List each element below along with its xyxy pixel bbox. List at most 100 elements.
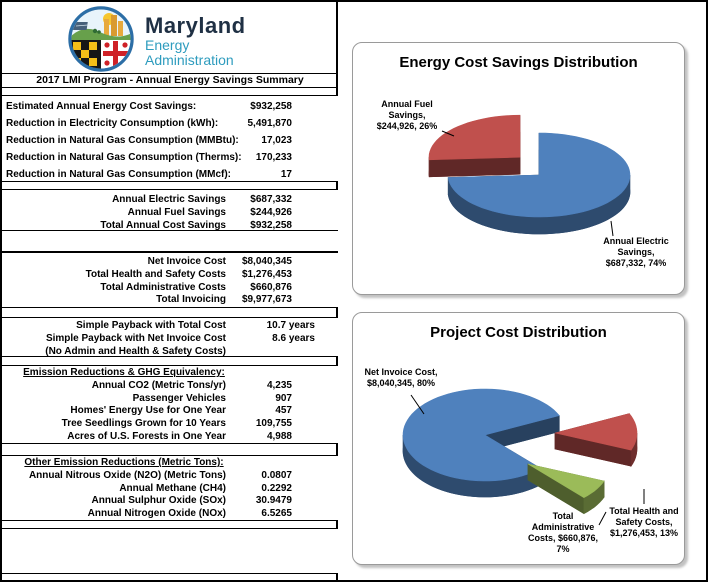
row-value: 6.5265 bbox=[261, 508, 292, 520]
chart-energy-cost-savings: Energy Cost Savings Distribution Annual … bbox=[352, 42, 685, 295]
row-label: Acres of U.S. Forests in One Year bbox=[67, 430, 226, 442]
table-row: Estimated Annual Energy Cost Savings: $93… bbox=[2, 99, 338, 116]
row-label: Estimated Annual Energy Cost Savings: bbox=[6, 101, 197, 112]
pie-slice-label: Net Invoice Cost, $8,040,345, 80% bbox=[364, 367, 438, 388]
row-value: 17,023 bbox=[261, 134, 292, 146]
table-row: Total Invoicing $9,977,673 bbox=[2, 294, 338, 307]
row-value: 0.0807 bbox=[261, 469, 292, 481]
row-value bbox=[226, 346, 338, 359]
logo-subtitle-administration: Administration bbox=[145, 52, 234, 68]
table-row: Reduction in Electricity Consumption (kW… bbox=[2, 116, 338, 133]
row-label: Reduction in Natural Gas Consumption (MM… bbox=[6, 168, 231, 180]
table-row: Reduction in Natural Gas Consumption (MM… bbox=[2, 167, 338, 184]
table-row: Reduction in Natural Gas Consumption (MM… bbox=[2, 133, 338, 150]
table-row: Total Annual Cost Savings $932,258 bbox=[2, 220, 338, 233]
row-label: Total Invoicing bbox=[156, 294, 226, 306]
table-row: Total Health and Safety Costs $1,276,453 bbox=[2, 269, 338, 282]
row-value: $660,876 bbox=[250, 281, 292, 293]
row-value: 109,755 bbox=[255, 418, 292, 430]
table-row: Annual Nitrous Oxide (N2O) (Metric Tons)… bbox=[2, 470, 338, 483]
empty-row-box bbox=[2, 230, 338, 252]
section-energy-savings-summary: Estimated Annual Energy Cost Savings: $93… bbox=[2, 95, 338, 182]
row-value: $932,258 bbox=[250, 101, 292, 112]
table-row: Annual Fuel Savings $244,926 bbox=[2, 207, 338, 220]
row-label: Net Invoice Cost bbox=[147, 256, 226, 267]
table-row: Passenger Vehicles 907 bbox=[2, 393, 338, 406]
logo-subtitle-energy: Energy bbox=[145, 37, 190, 53]
table-row: (No Admin and Health & Safety Costs) bbox=[2, 346, 338, 359]
row-label: Reduction in Natural Gas Consumption (Th… bbox=[6, 151, 242, 163]
row-label: Total Health and Safety Costs bbox=[85, 268, 226, 280]
table-row: Annual Electric Savings $687,332 bbox=[2, 194, 338, 207]
row-value: 170,233 bbox=[255, 151, 292, 163]
row-label: Total Administrative Costs bbox=[100, 281, 226, 293]
logo-title: Maryland bbox=[145, 13, 246, 38]
row-value: 17 bbox=[280, 168, 292, 180]
row-label: Homes' Energy Use for One Year bbox=[70, 405, 226, 417]
energy-cost-pie bbox=[428, 114, 631, 237]
row-label: Annual Electric Savings bbox=[112, 194, 226, 205]
row-label: Annual Fuel Savings bbox=[127, 206, 226, 218]
row-label: Simple Payback with Total Cost bbox=[76, 320, 226, 331]
project-cost-pie bbox=[402, 388, 645, 526]
row-label: Passenger Vehicles bbox=[132, 392, 226, 404]
row-value: 10.7 years bbox=[266, 320, 315, 331]
chart-title: Energy Cost Savings Distribution bbox=[399, 54, 638, 71]
row-label: Reduction in Electricity Consumption (kW… bbox=[6, 117, 219, 129]
row-value: 0.2292 bbox=[261, 482, 292, 494]
section-other-emission-reductions: Other Emission Reductions (Metric Tons):… bbox=[2, 455, 338, 521]
row-label: Tree Seedlings Grown for 10 Years bbox=[61, 418, 226, 430]
chart-title: Project Cost Distribution bbox=[430, 324, 607, 341]
table-row: Simple Payback with Net Invoice Cost 8.6 … bbox=[2, 333, 338, 346]
pie-slice-label: Total Administrative Costs, $660,876, 7% bbox=[527, 511, 599, 554]
row-label: Annual Nitrous Oxide (N2O) (Metric Tons) bbox=[28, 469, 226, 481]
row-label: (No Admin and Health & Safety Costs) bbox=[45, 345, 226, 357]
sheet-header: 2017 LMI Program - Annual Energy Savings… bbox=[2, 73, 338, 88]
mea-logo-icon bbox=[68, 6, 134, 72]
table-row: Total Administrative Costs $660,876 bbox=[2, 282, 338, 295]
row-value: $687,332 bbox=[250, 194, 292, 205]
table-row: Annual Nitrogen Oxide (NOx) 6.5265 bbox=[2, 508, 338, 521]
table-row: Simple Payback with Total Cost 10.7 years bbox=[2, 320, 338, 333]
row-label: Total Annual Cost Savings bbox=[100, 219, 226, 231]
row-value: 30.9479 bbox=[255, 495, 292, 507]
row-label: Annual Methane (CH4) bbox=[119, 482, 226, 494]
row-value: 907 bbox=[275, 392, 292, 404]
row-label: Reduction in Natural Gas Consumption (MM… bbox=[6, 134, 239, 146]
pie-slice-label: Annual Fuel Savings, $244,926, 26% bbox=[376, 99, 438, 131]
table-row: Homes' Energy Use for One Year 457 bbox=[2, 405, 338, 418]
row-label: Annual Sulphur Oxide (SOx) bbox=[91, 495, 226, 507]
row-label: Annual CO2 (Metric Tons/yr) bbox=[91, 379, 226, 391]
row-value: $1,276,453 bbox=[241, 268, 292, 280]
label-leader-line bbox=[441, 130, 455, 137]
table-row: Net Invoice Cost $8,040,345 bbox=[2, 256, 338, 269]
table-row: Annual CO2 (Metric Tons/yr) 4,235 bbox=[2, 380, 338, 393]
row-value: $244,926 bbox=[250, 206, 292, 218]
row-value: 457 bbox=[275, 405, 292, 417]
row-value: $932,258 bbox=[250, 219, 292, 231]
row-value: 5,491,870 bbox=[247, 117, 293, 129]
table-row: Annual Methane (CH4) 0.2292 bbox=[2, 483, 338, 496]
label-leader-line bbox=[598, 511, 607, 526]
row-value: $9,977,673 bbox=[241, 294, 292, 306]
table-row: Tree Seedlings Grown for 10 Years 109,755 bbox=[2, 418, 338, 431]
table-row: Reduction in Natural Gas Consumption (Th… bbox=[2, 150, 338, 167]
label-leader-line bbox=[610, 220, 614, 237]
section-invoicing: Net Invoice Cost $8,040,345 Total Health a… bbox=[2, 252, 338, 308]
section-heading: Other Emission Reductions (Metric Tons): bbox=[24, 457, 224, 468]
row-value: 8.6 years bbox=[272, 332, 315, 344]
table-row: Acres of U.S. Forests in One Year 4,988 bbox=[2, 431, 338, 444]
section-payback: Simple Payback with Total Cost 10.7 years… bbox=[2, 317, 338, 357]
empty-footer-box bbox=[2, 528, 338, 574]
row-value: 4,235 bbox=[266, 379, 292, 391]
chart-project-cost: Project Cost Distribution Net Invoice Co… bbox=[352, 312, 685, 565]
section-annual-savings: Annual Electric Savings $687,332 Annual Fu… bbox=[2, 189, 338, 231]
pie-slice-label: Annual Electric Savings, $687,332, 74% bbox=[603, 236, 669, 268]
mea-logo: Maryland Energy Administration bbox=[68, 6, 328, 72]
section-emission-reductions: Emission Reductions & GHG Equivalency: An… bbox=[2, 365, 338, 444]
row-value: $8,040,345 bbox=[241, 256, 292, 267]
label-leader-line bbox=[410, 394, 425, 415]
row-label: Simple Payback with Net Invoice Cost bbox=[45, 332, 226, 344]
row-value: 4,988 bbox=[266, 430, 292, 442]
